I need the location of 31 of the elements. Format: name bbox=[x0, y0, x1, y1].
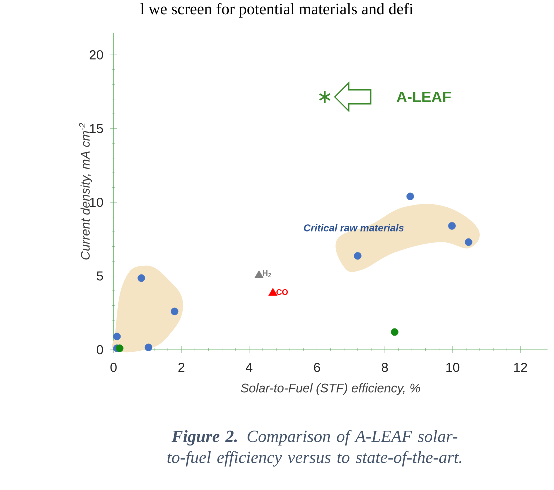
point bbox=[116, 344, 124, 352]
x-axis-title: Solar-to-Fuel (STF) efficiency, % bbox=[241, 384, 420, 396]
series-label: H$_{2}$ bbox=[262, 270, 272, 278]
text: Figure 2. Comparison of A-LEAF solar-to-fuel efficiency versus to state-of-the-art. bbox=[168, 430, 462, 467]
text: l we screen for potential materials and defi bbox=[140, 3, 414, 18]
point bbox=[144, 344, 153, 352]
x-tick-label: 2 bbox=[178, 363, 185, 372]
point bbox=[254, 270, 264, 278]
point bbox=[319, 90, 332, 104]
legend-label: A-LEAF bbox=[396, 92, 452, 102]
point bbox=[354, 252, 362, 260]
x-tick-label: 0 bbox=[110, 363, 117, 372]
point bbox=[171, 308, 179, 316]
point bbox=[448, 222, 456, 230]
x-tick-label: 8 bbox=[382, 363, 388, 372]
y-tick-label: 5 bbox=[97, 272, 104, 281]
y-tick-label: 10 bbox=[90, 198, 104, 208]
point bbox=[138, 274, 146, 282]
x-tick-label: 12 bbox=[514, 363, 528, 372]
x-tick-label: 10 bbox=[446, 363, 460, 372]
annotation: Critical raw materials bbox=[304, 224, 404, 232]
point bbox=[113, 332, 121, 341]
point bbox=[465, 238, 473, 246]
y-tick-label: 15 bbox=[90, 124, 104, 134]
point bbox=[406, 192, 414, 200]
series-label: CO bbox=[276, 290, 288, 296]
x-tick-label: 4 bbox=[246, 363, 253, 372]
point bbox=[391, 328, 399, 336]
y-tick-label: 0 bbox=[97, 345, 104, 355]
y-tick-label: 20 bbox=[90, 50, 104, 60]
x-tick-label: 6 bbox=[314, 363, 320, 372]
